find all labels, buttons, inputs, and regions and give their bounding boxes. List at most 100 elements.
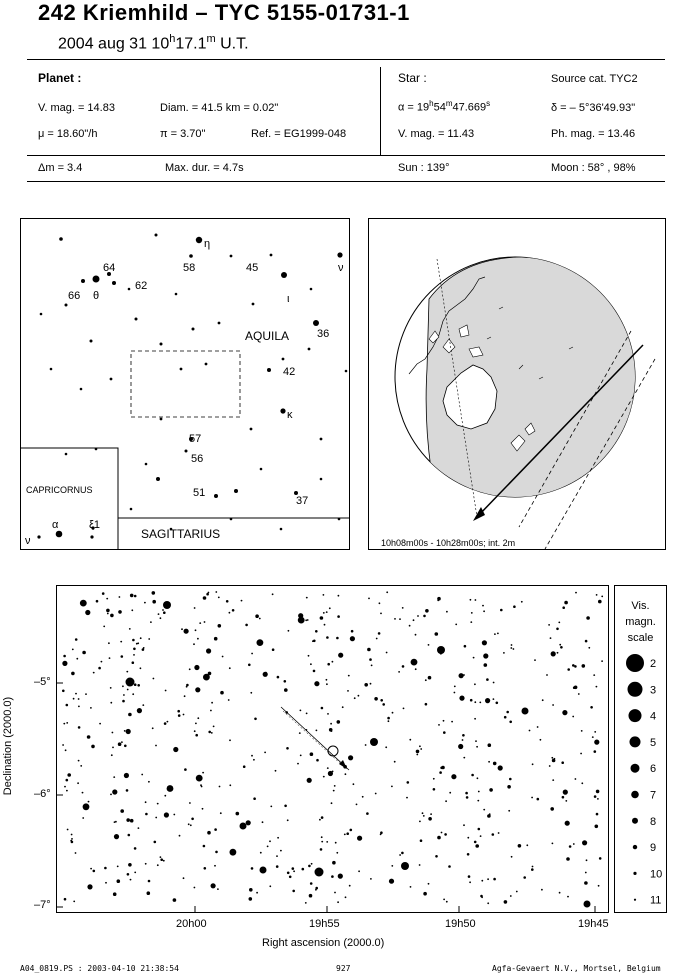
detail-star (472, 656, 475, 659)
planet-heading: Planet : (38, 71, 82, 85)
detail-star (375, 637, 378, 640)
finder-star (37, 535, 41, 539)
detail-star (144, 862, 147, 865)
detail-star (126, 670, 129, 673)
detail-star (601, 595, 604, 598)
detail-star (248, 897, 253, 901)
scale-title-line: scale (627, 632, 654, 644)
detail-star (284, 804, 287, 808)
detail-star (201, 807, 204, 810)
detail-star (336, 636, 339, 640)
detail-star (297, 616, 305, 624)
detail-star (271, 593, 274, 596)
detail-star (305, 619, 308, 622)
detail-star (406, 796, 408, 799)
scale-dot (628, 709, 642, 723)
detail-star (438, 724, 440, 726)
detail-star (213, 636, 218, 641)
detail-star (409, 738, 412, 741)
detail-star (398, 671, 400, 673)
detail-star (474, 683, 476, 686)
detail-star (133, 594, 137, 598)
detail-star (306, 619, 309, 621)
detail-star (199, 622, 202, 624)
ra-s-unit: s (486, 99, 491, 108)
detail-star (188, 668, 191, 671)
detail-star (427, 675, 432, 680)
detail-star (588, 646, 591, 649)
star-phmag: Ph. mag. = 13.46 (551, 128, 636, 140)
detail-star (124, 744, 127, 748)
finder-star (344, 369, 348, 373)
detail-star (526, 844, 529, 847)
detail-star (66, 722, 69, 724)
detail-star (145, 812, 148, 816)
detail-star (104, 866, 107, 870)
detail-star (584, 871, 587, 874)
detail-star (70, 840, 74, 844)
detail-star (565, 800, 568, 802)
detail-star (100, 660, 103, 663)
detail-star (503, 900, 508, 904)
detail-star (164, 689, 167, 692)
detail-star (564, 820, 570, 826)
finder-star-label: ν (25, 535, 31, 547)
finder-star (39, 312, 43, 316)
finder-star (217, 321, 221, 325)
detail-star (470, 621, 473, 623)
detail-star (379, 833, 382, 836)
detail-star (572, 715, 575, 718)
detail-star (183, 695, 186, 698)
ytick-1: –5° (34, 676, 51, 688)
detail-star (75, 692, 77, 695)
detail-star (445, 900, 448, 903)
detail-star-bright (521, 707, 529, 715)
detail-star (465, 796, 469, 799)
detail-star (594, 824, 599, 829)
detail-star (459, 695, 465, 701)
detail-star (323, 623, 326, 626)
detail-star (444, 833, 447, 836)
detail-star (584, 639, 588, 643)
detail-star (471, 773, 474, 777)
detail-star (572, 686, 576, 689)
finder-star (144, 462, 148, 466)
detail-star (73, 900, 76, 903)
detail-star (210, 709, 212, 712)
detail-star (113, 776, 116, 778)
detail-star (62, 689, 65, 693)
detail-star (225, 600, 229, 603)
detail-star (173, 746, 179, 753)
detail-star (319, 818, 321, 821)
detail-star (566, 857, 570, 861)
detail-star-bright (437, 646, 445, 654)
detail-star (451, 720, 453, 723)
detail-star (177, 709, 180, 713)
detail-star (316, 758, 319, 762)
detail-star (470, 612, 473, 614)
star-declination: δ = – 5°36'49.93" (551, 102, 636, 114)
detail-star (380, 699, 384, 702)
detail-star (601, 660, 603, 662)
detail-star (62, 660, 68, 666)
detail-star (62, 744, 64, 746)
detail-star (594, 731, 597, 733)
detail-star (301, 867, 305, 871)
detail-star (189, 802, 191, 804)
finder-star-label: 45 (246, 262, 258, 274)
finder-star (134, 317, 138, 321)
detail-star (315, 886, 319, 890)
detail-chart-svg (57, 591, 604, 912)
detail-star (66, 828, 69, 831)
detail-star (307, 654, 310, 657)
detail-star (528, 729, 531, 732)
detail-chart (56, 585, 609, 913)
detail-star (325, 678, 328, 681)
detail-star (327, 662, 331, 666)
detail-star (330, 730, 333, 732)
detail-star (424, 702, 428, 706)
new-zealand (510, 422, 536, 452)
detail-star (487, 814, 491, 818)
detail-star (369, 658, 372, 661)
detail-star (598, 599, 602, 604)
